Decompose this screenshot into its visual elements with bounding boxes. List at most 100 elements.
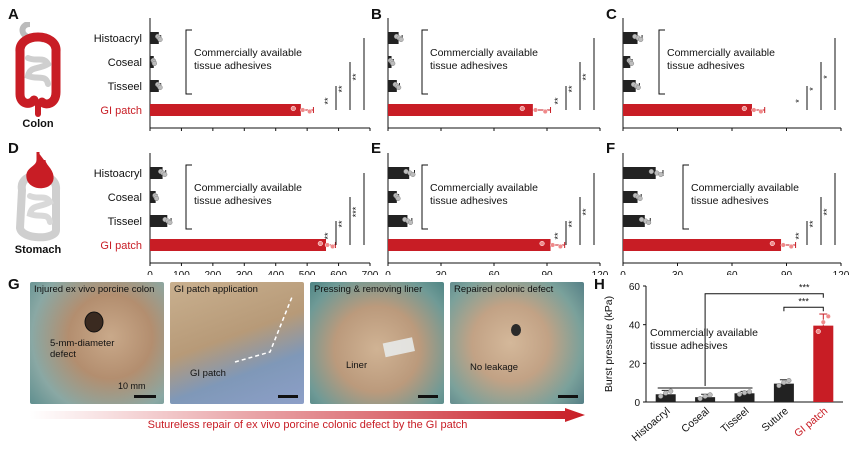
data-point-suture [776,383,782,389]
category-label-histoacryl: Histoacryl [94,168,142,180]
data-point-gi-patch [307,108,313,115]
significance-label: *** [799,283,810,293]
x-tick-label: 30 [672,270,684,275]
significance-label: ** [337,220,347,228]
data-point-gi-patch [300,107,306,113]
bar-gi-patch [388,239,551,251]
adhesive-bracket [421,29,428,95]
bar-tisseel [150,80,159,92]
data-point-tisseel [746,389,753,395]
bar-gi-patch [388,104,533,116]
data-point-gi-patch [741,105,747,112]
adhesive-note-line-2: tissue adhesives [650,340,728,352]
adhesive-note-line-1: Commercially available [430,182,538,194]
category-label-gi-patch: GI patch [792,405,830,440]
data-point-suture [781,379,787,386]
data-point-gi-patch [557,243,563,250]
x-tick-label: 600 [330,270,347,275]
photo-injured-colon: Injured ex vivo porcine colon 5-mm-diame… [30,282,164,404]
adhesive-note-line-1: Commercially available [667,47,775,59]
x-tick-label: 0 [385,270,391,275]
bottom-caption: Sutureless repair of ex vivo porcine col… [147,419,468,431]
data-point-gi-patch [820,319,826,325]
category-label-coseal: Coseal [108,192,142,204]
significance-label: * [794,99,804,103]
data-point-histoacryl [668,388,674,394]
photo-note-gi-patch: GI patch [190,368,226,379]
bar-coseal [623,56,631,68]
data-point-histoacryl [162,171,168,178]
data-point-coseal [637,195,643,202]
significance-label: ** [553,232,563,240]
adhesive-bracket [185,29,192,95]
x-tick-label: 120 [592,270,609,275]
adhesive-note-line-2: tissue adhesives [667,60,745,72]
panel-letter-d: D [8,140,19,157]
category-label-gi-patch: GI patch [100,240,142,252]
significance-label: ** [581,208,591,216]
data-point-tisseel [741,390,748,396]
bar-histoacryl [388,167,410,179]
data-point-coseal [153,195,160,202]
panel-letter-c: C [606,6,617,23]
bar-gi-patch [623,239,782,251]
y-tick-label: 20 [629,359,641,370]
bar-histoacryl [655,394,676,402]
data-point-gi-patch [769,240,775,247]
scale-bar [558,395,578,398]
y-tick-label: 0 [634,398,640,409]
data-point-gi-patch [330,243,336,250]
data-point-gi-patch [550,242,556,248]
chart-interfacial-stomach: 0100200300400500600700Interfacial toughn… [94,153,379,275]
bar-coseal [388,191,397,203]
data-point-gi-patch [758,108,764,115]
significance-label: ** [323,97,333,105]
panel-letter-h: H [594,276,605,293]
bar-gi-patch [150,104,301,116]
data-point-gi-patch [788,243,794,250]
photo-repaired-defect: Repaired colonic defect No leakage [450,282,584,404]
organ-label-colon: Colon [22,118,54,130]
x-tick-label: 60 [488,270,500,275]
data-point-coseal [395,195,401,202]
chart-burst-pressure: 0 20 40 60 Burst pressure (kPa) Histoacryl Cos… [603,282,843,444]
data-point-gi-patch [751,107,757,113]
photo-note-defect: 5-mm-diameter defect [50,338,115,360]
scale-bar [278,395,298,398]
x-tick-label: 100 [173,270,190,275]
data-point-gi-patch [317,240,323,247]
data-point-histoacryl [157,36,163,43]
data-point-gi-patch [532,107,539,113]
category-label-tisseel: Tisseel [108,216,142,228]
adhesive-bracket [682,164,689,230]
bar-suture [773,383,794,402]
repaired-spot-icon [511,324,521,336]
panel-letter-b: B [371,6,382,23]
gradient-arrow [30,408,585,422]
data-point-gi-patch [825,313,831,319]
data-point-tisseel [167,219,173,226]
adhesive-note-line-2: tissue adhesives [194,60,272,72]
bar-histoacryl [623,167,656,179]
significance-label: ** [351,73,361,81]
x-tick-label: 60 [726,270,738,275]
scale-bar-label: 10 mm [118,381,146,391]
liner-shape-icon [382,337,415,358]
photo-caption-injured: Injured ex vivo porcine colon [34,284,155,295]
data-point-gi-patch [542,108,548,115]
category-label-tisseel: Tisseel [108,81,142,93]
scale-bar [134,395,156,398]
bar-tisseel [734,393,755,402]
chart-tensile-stomach: 0306090120Tensile strength (kPa)Commerci… [620,153,850,275]
adhesive-note-line-1: Commercially available [691,182,799,194]
adhesive-note-line-2: tissue adhesives [194,195,272,207]
significance-label: * [822,75,832,79]
chart-interfacial-colon: Histoacryl Coseal Tisseel GI patch Commercia… [94,18,371,131]
data-point-coseal [697,396,703,402]
significance-bracket [704,293,824,386]
panel-letter-g: G [8,276,20,293]
data-point-histoacryl [663,390,669,396]
data-point-suture [786,377,792,384]
bar-histoacryl [388,32,399,44]
